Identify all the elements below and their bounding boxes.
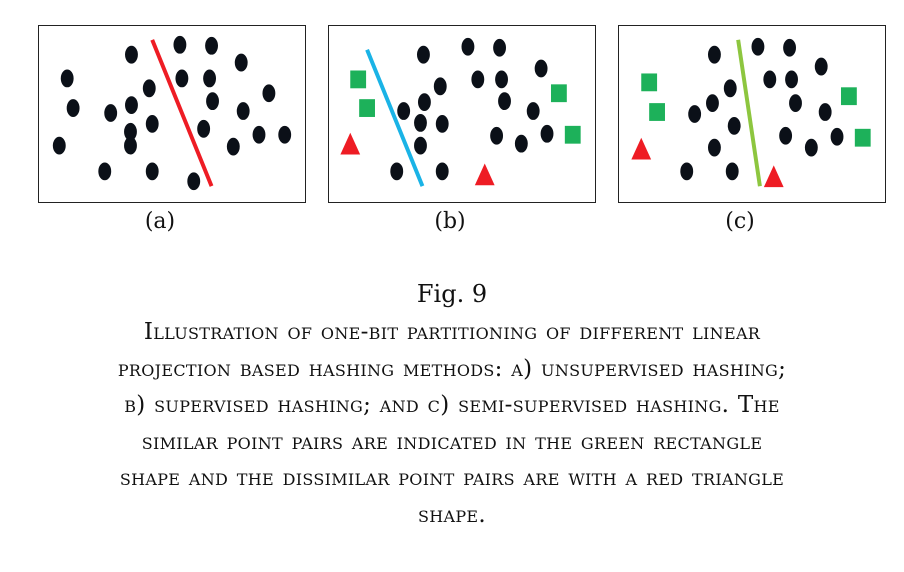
data-point-dot <box>226 137 240 156</box>
data-point-dot <box>495 70 508 89</box>
figure-caption: Illustration of one-bit partitioning of … <box>22 314 882 533</box>
caption-line: similar point pairs are indicated in the… <box>141 428 763 455</box>
data-point-dot <box>66 99 80 117</box>
panel-c-label: (c) <box>725 209 755 234</box>
data-point-dot <box>145 114 159 133</box>
data-point-dot <box>789 94 802 113</box>
data-point-dot <box>418 93 431 112</box>
partition-line-c <box>736 39 762 187</box>
panel-b <box>328 25 596 203</box>
data-point-dot <box>526 102 540 120</box>
data-point-dot <box>514 134 528 153</box>
panel-a <box>38 25 306 203</box>
data-point-dot <box>124 136 137 155</box>
data-point-dot <box>390 162 404 181</box>
data-point-dot <box>723 79 737 98</box>
data-point-dot <box>206 92 219 111</box>
data-point-dot <box>471 70 485 89</box>
data-point-dot <box>804 138 818 157</box>
similar-pair-square <box>550 84 567 103</box>
caption-line: Illustration of one-bit partitioning of … <box>143 319 761 345</box>
caption-line: shape. <box>417 501 487 528</box>
data-point-dot <box>397 102 411 120</box>
similar-pair-square <box>649 103 665 121</box>
figure-label: Fig. 9 <box>416 280 488 308</box>
data-point-dot <box>461 37 475 56</box>
data-point-dot <box>830 127 844 146</box>
data-point-dot <box>145 162 159 181</box>
data-point-dot <box>414 136 427 155</box>
data-point-dot <box>52 136 66 155</box>
data-point-dot <box>205 36 218 55</box>
data-point-dot <box>818 103 832 121</box>
data-point-dot <box>98 162 112 181</box>
caption-line: projection based hashing methods: a) uns… <box>117 355 787 382</box>
similar-pair-square <box>350 70 367 89</box>
caption-line: shape and the dissimilar point pairs are… <box>119 465 785 491</box>
dissimilar-pair-triangle <box>474 163 495 186</box>
similar-pair-square <box>564 125 581 144</box>
data-point-dot <box>785 70 798 89</box>
data-point-dot <box>262 84 276 103</box>
data-point-dot <box>175 69 189 88</box>
panel-c <box>618 25 886 203</box>
data-point-dot <box>236 102 250 120</box>
dissimilar-pair-triangle <box>340 132 361 155</box>
data-point-dot <box>727 116 741 135</box>
panel-c-plot <box>631 37 871 188</box>
data-point-dot <box>708 138 721 157</box>
data-point-dot <box>779 126 793 145</box>
data-point-dot <box>751 37 765 56</box>
data-point-dot <box>125 96 138 114</box>
data-point-dot <box>708 45 721 64</box>
panel-b-plot <box>340 37 581 187</box>
data-point-dot <box>173 35 187 54</box>
data-point-dot <box>417 45 430 64</box>
data-point-dot <box>540 124 554 143</box>
data-point-dot <box>435 114 449 133</box>
data-point-dot <box>725 162 739 181</box>
data-point-dot <box>125 45 138 64</box>
data-point-dot <box>414 114 427 132</box>
data-point-dot <box>490 126 504 145</box>
data-point-dot <box>688 105 702 123</box>
panel-a-plot <box>52 35 292 191</box>
data-point-dot <box>142 79 156 98</box>
data-point-dot <box>763 70 777 89</box>
data-point-dot <box>203 69 216 88</box>
data-point-dot <box>60 69 74 88</box>
panel-a-label: (a) <box>144 209 176 234</box>
data-point-dot <box>706 94 719 113</box>
data-point-dot <box>104 104 118 122</box>
data-point-dot <box>433 77 447 96</box>
data-point-dot <box>534 59 548 78</box>
data-point-dot <box>814 57 828 76</box>
data-point-dot <box>234 53 248 72</box>
similar-pair-square <box>854 128 871 147</box>
dissimilar-pair-triangle <box>631 137 652 160</box>
data-point-dot <box>197 119 211 138</box>
data-point-dot <box>278 125 292 144</box>
data-point-dot <box>124 122 137 141</box>
similar-pair-square <box>359 99 375 117</box>
partition-line-a <box>150 39 214 187</box>
partition-line-b <box>365 48 425 187</box>
caption-line: b) supervised hashing; and c) semi-super… <box>124 392 780 418</box>
similar-pair-square <box>840 87 857 106</box>
data-point-dot <box>435 162 449 181</box>
data-point-dot <box>783 38 796 57</box>
data-point-dot <box>493 38 506 57</box>
similar-pair-square <box>641 73 658 92</box>
panel-b-label: (b) <box>434 209 466 234</box>
dissimilar-pair-triangle <box>763 165 784 188</box>
data-point-dot <box>498 92 511 111</box>
data-point-dot <box>252 125 266 144</box>
data-point-dot <box>187 172 201 191</box>
data-point-dot <box>680 162 694 181</box>
